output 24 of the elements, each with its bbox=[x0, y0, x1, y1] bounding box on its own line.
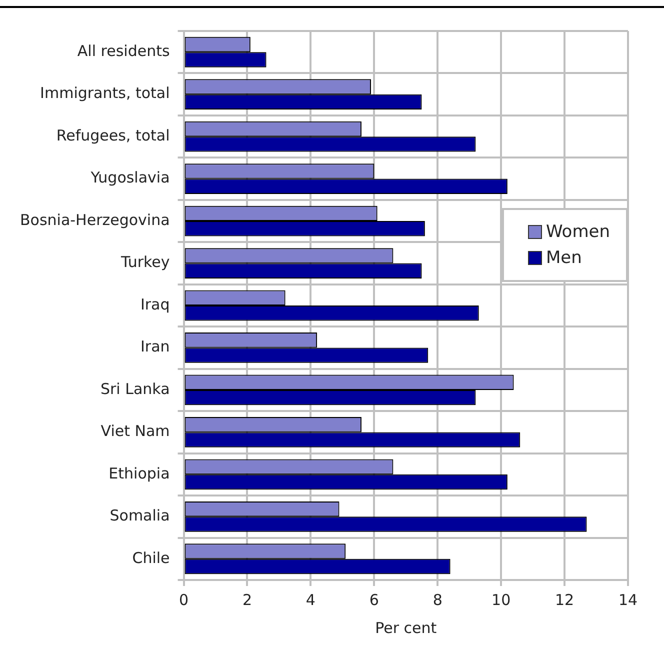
y-tick-label: Iran bbox=[140, 338, 170, 356]
x-tick-label: 4 bbox=[306, 590, 316, 609]
x-tick-label: 0 bbox=[179, 590, 189, 609]
y-tick-label: Refugees, total bbox=[56, 126, 170, 144]
x-tick-label: 14 bbox=[618, 590, 638, 609]
y-tick-label: Sri Lanka bbox=[100, 380, 170, 398]
y-tick-label: Bosnia-Herzegovina bbox=[20, 210, 170, 229]
legend-label: Women bbox=[546, 222, 610, 242]
x-tick-label: 8 bbox=[432, 590, 442, 609]
x-tick-label: 12 bbox=[554, 590, 574, 609]
x-axis-title: Per cent bbox=[375, 618, 437, 637]
x-tick-label: 2 bbox=[242, 590, 252, 609]
y-tick-label: All residents bbox=[77, 42, 170, 60]
y-tick-label: Ethiopia bbox=[108, 464, 170, 482]
x-tick-label: 10 bbox=[492, 590, 511, 609]
y-tick-label: Iraq bbox=[140, 295, 170, 314]
y-tick-label: Yugoslavia bbox=[90, 168, 170, 187]
y-tick-label: Turkey bbox=[120, 253, 170, 272]
x-tick-label: 6 bbox=[369, 590, 379, 609]
y-tick-label: Viet Nam bbox=[100, 422, 170, 440]
y-tick-label: Immigrants, total bbox=[40, 84, 170, 102]
y-tick-label: Somalia bbox=[110, 506, 170, 525]
legend-label: Men bbox=[546, 248, 582, 268]
y-tick-label: Chile bbox=[132, 548, 170, 567]
